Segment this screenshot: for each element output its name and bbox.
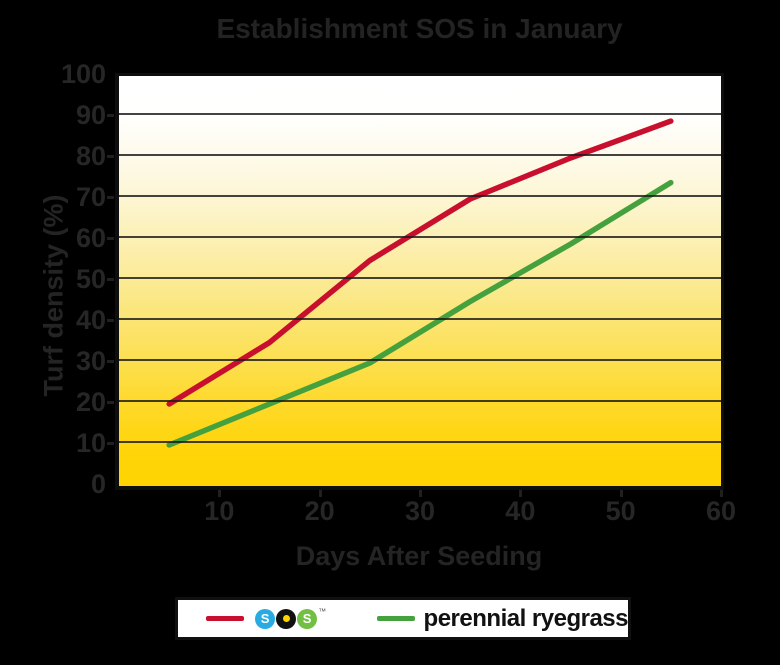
- xtick-label-10: 10: [204, 496, 235, 526]
- legend-ryegrass-line-swatch: [376, 616, 415, 621]
- ytick-label-100: 100: [60, 59, 106, 89]
- ytick-label-0: 0: [90, 469, 106, 499]
- x-axis-title: Days After Seeding: [295, 541, 543, 571]
- legend-ryegrass-label: perennial ryegrass: [423, 604, 629, 632]
- plot-area: [115, 73, 724, 490]
- trademark-symbol: ™: [318, 606, 327, 616]
- xtick-mark-40: [519, 490, 523, 497]
- chart-title: Establishment SOS in January: [216, 13, 623, 44]
- xtick-mark-20: [318, 490, 322, 497]
- gridline-30: [119, 359, 721, 361]
- series-line-sos: [166, 118, 674, 407]
- xtick-label-30: 30: [404, 496, 436, 526]
- series-svg: [166, 118, 674, 448]
- legend: S S ™ perennial ryegrass: [175, 597, 631, 640]
- ytick-mark-30: [107, 360, 114, 363]
- gridline-10: [119, 441, 721, 443]
- sos-logo-s1-circle: S: [255, 608, 276, 629]
- ytick-mark-40: [107, 319, 114, 322]
- ytick-mark-50: [107, 278, 114, 281]
- ytick-label-60: 60: [75, 223, 106, 253]
- ytick-label-50: 50: [75, 264, 106, 294]
- sos-logo: S S ™: [254, 606, 327, 629]
- ytick-mark-80: [107, 155, 114, 158]
- sos-logo-o-dot: [282, 615, 290, 622]
- ytick-mark-10: [107, 442, 114, 445]
- xtick-mark-60: [720, 490, 723, 497]
- ytick-label-80: 80: [75, 141, 106, 171]
- xtick-label-20: 20: [304, 496, 335, 526]
- y-axis-title: Turf density (%): [38, 194, 69, 397]
- xtick-mark-30: [419, 490, 422, 497]
- legend-sos-line-swatch: [206, 616, 245, 621]
- ytick-mark-90: [107, 114, 114, 117]
- series-line-perennial-ryegrass: [166, 179, 674, 448]
- gridline-60: [119, 236, 721, 238]
- ytick-label-20: 20: [75, 387, 106, 417]
- ytick-mark-70: [107, 196, 114, 199]
- gridline-80: [119, 154, 721, 156]
- ytick-mark-60: [107, 237, 114, 240]
- ytick-mark-20: [107, 401, 114, 404]
- xtick-mark-50: [619, 490, 623, 497]
- ytick-label-40: 40: [75, 305, 106, 335]
- gridline-50: [119, 277, 721, 279]
- sos-logo-letter-s2: S: [302, 610, 312, 626]
- gridline-40: [119, 318, 721, 320]
- gridline-20: [119, 400, 721, 402]
- xtick-label-60: 60: [705, 496, 737, 526]
- xtick-label-50: 50: [605, 496, 636, 526]
- xtick-label-40: 40: [505, 496, 536, 526]
- gridline-70: [119, 195, 721, 197]
- sos-logo-s2-circle: S: [297, 608, 318, 629]
- ytick-label-30: 30: [75, 346, 106, 376]
- xtick-mark-10: [218, 490, 222, 497]
- ytick-label-90: 90: [75, 100, 106, 130]
- ytick-label-10: 10: [75, 428, 106, 458]
- ytick-label-70: 70: [75, 182, 106, 212]
- sos-logo-letter-s1: S: [260, 610, 270, 626]
- gridline-90: [119, 113, 721, 115]
- sos-logo-o-circle: [276, 608, 297, 629]
